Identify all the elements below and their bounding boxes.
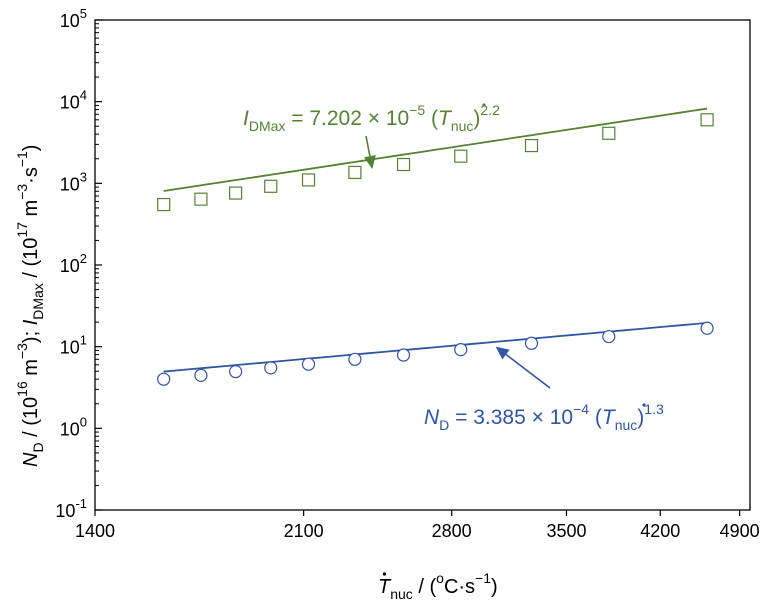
- equation-idmax: IDMax = 7.202 × 10−5 (Tnuc)2.2: [243, 102, 500, 134]
- data-point-nd: [524, 336, 539, 350]
- data-point-nd: [157, 372, 171, 386]
- fit-line-n-d: [163, 321, 708, 373]
- data-point-idmax: [602, 126, 616, 140]
- data-point-nd: [396, 348, 411, 362]
- fit-lines: [163, 107, 708, 373]
- y-axis-title: ND / (1016 m−3); IDMax / (1017 m−3·s−1): [14, 145, 46, 467]
- plot-frame: [94, 19, 751, 511]
- x-axis-title-dot: [382, 572, 387, 576]
- data-markers: [157, 113, 714, 386]
- y-tick-label: 100: [60, 414, 87, 439]
- y-tick-label: 105: [60, 6, 87, 31]
- data-point-idmax: [396, 157, 411, 172]
- x-tick-label: 2100: [284, 521, 324, 541]
- x-tick-label: 2800: [432, 521, 472, 541]
- x-tick-label: 1400: [75, 521, 115, 541]
- data-point-idmax: [229, 186, 243, 200]
- arrow-shaft-n-d: [505, 353, 551, 389]
- y-tick-label: 104: [60, 88, 87, 113]
- equation-idmax-dot: [482, 103, 486, 107]
- data-point-idmax: [301, 173, 316, 187]
- data-point-idmax: [454, 149, 468, 163]
- data-point-idmax: [194, 192, 208, 206]
- x-tick-label: 3500: [546, 521, 586, 541]
- y-tick-label: 102: [60, 251, 87, 276]
- arrow-head-n-d: [495, 346, 510, 360]
- data-point-nd: [264, 361, 278, 375]
- tick-layer: 1400 2100 2800 3500 4200 4900 10-1 100 101 102 103…: [55, 6, 759, 541]
- data-point-idmax: [157, 197, 171, 212]
- x-axis-title: Tnuc / (oC·s−1): [378, 570, 498, 602]
- data-point-nd: [229, 365, 243, 379]
- x-tick-label: 4900: [720, 521, 760, 541]
- data-point-nd: [194, 368, 208, 382]
- data-point-idmax: [348, 165, 362, 180]
- arrow-head-i-dmax: [363, 155, 376, 169]
- data-point-nd: [454, 343, 468, 357]
- equation-nd: ND = 3.385 × 10−4 (Tnuc)1.3: [424, 401, 664, 433]
- data-point-nd: [301, 357, 316, 371]
- data-point-idmax: [524, 138, 539, 153]
- data-point-nd: [348, 352, 362, 366]
- y-tick-label: 101: [60, 333, 87, 358]
- data-point-idmax: [264, 179, 278, 193]
- x-tick-label: 4200: [640, 521, 680, 541]
- data-point-idmax: [700, 113, 714, 127]
- arrow-shaft-i-dmax: [365, 135, 371, 157]
- y-tick-label: 103: [60, 169, 87, 194]
- fit-line-i-dmax: [163, 107, 708, 192]
- y-tick-label: 10-1: [55, 496, 87, 521]
- annotation-arrows: [363, 135, 551, 389]
- data-point-nd: [700, 321, 714, 335]
- equation-nd-dot: [642, 403, 646, 407]
- data-point-nd: [602, 329, 616, 344]
